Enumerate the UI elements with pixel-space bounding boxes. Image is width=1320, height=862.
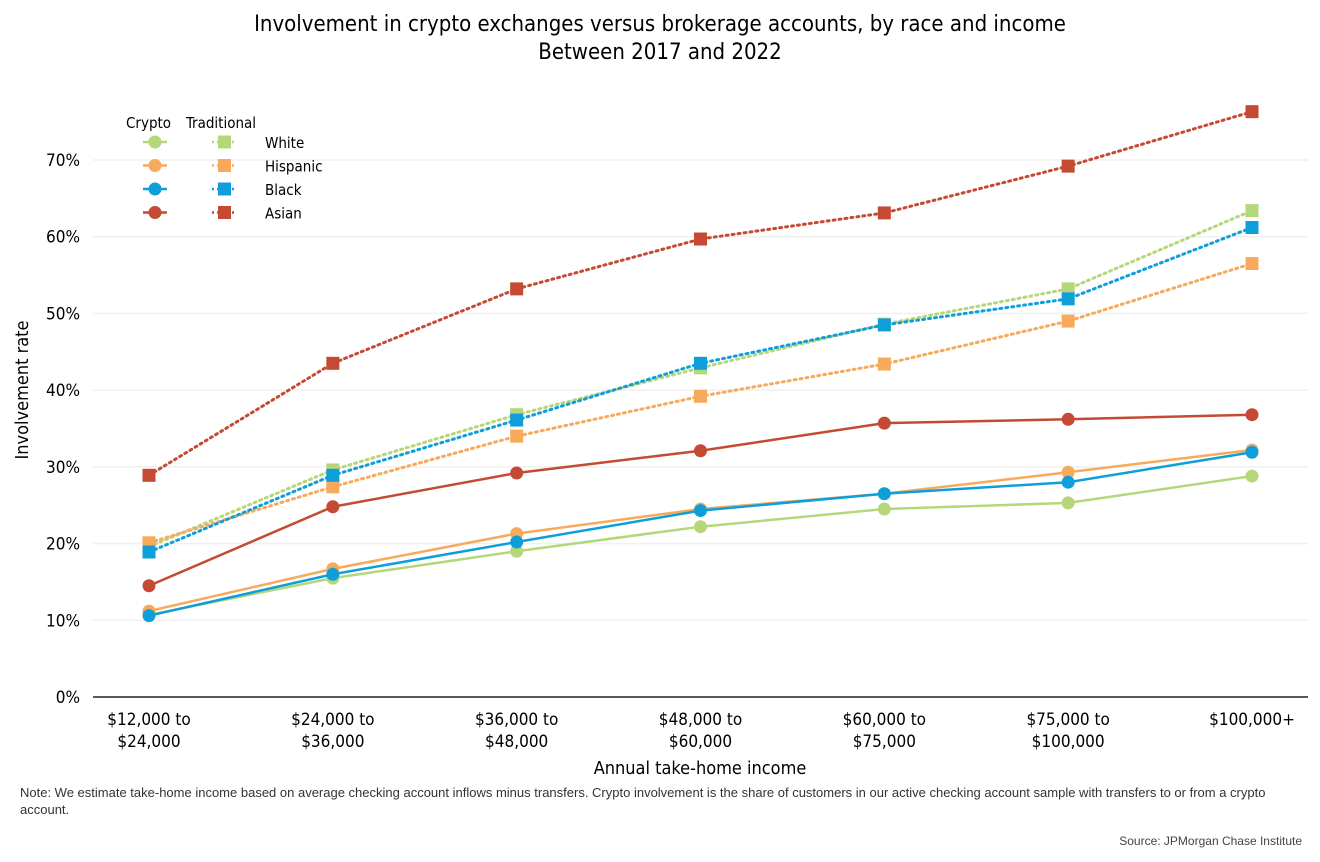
data-point bbox=[1061, 496, 1075, 510]
data-point bbox=[1061, 292, 1075, 306]
data-point bbox=[1061, 412, 1075, 426]
data-point bbox=[510, 535, 524, 549]
data-point bbox=[877, 206, 891, 220]
data-point bbox=[326, 567, 340, 581]
series-traditional-black bbox=[142, 221, 1259, 559]
data-point bbox=[1245, 469, 1259, 483]
legend-traditional-marker bbox=[218, 135, 231, 149]
data-point bbox=[326, 356, 340, 370]
legend-crypto-marker bbox=[148, 159, 162, 172]
data-point bbox=[1061, 465, 1075, 479]
data-point bbox=[1245, 408, 1259, 422]
legend-crypto-marker bbox=[148, 135, 162, 149]
y-tick-label: 20% bbox=[46, 535, 80, 555]
source: Source: JPMorgan Chase Institute bbox=[1119, 834, 1302, 848]
data-point bbox=[1061, 475, 1075, 489]
data-point bbox=[877, 502, 891, 516]
legend-crypto-marker bbox=[148, 182, 162, 196]
data-point bbox=[326, 500, 340, 514]
data-point bbox=[694, 444, 707, 458]
data-point bbox=[510, 429, 524, 443]
data-point bbox=[142, 545, 156, 559]
legend: Crypto Traditional White Hispanic Black Asi… bbox=[126, 114, 323, 223]
x-tick-label: $36,000 to $48,000 bbox=[475, 710, 558, 752]
x-tick-label: $60,000 to $75,000 bbox=[843, 710, 926, 752]
chart-title: Involvement in crypto exchanges versus b… bbox=[254, 12, 1066, 37]
data-point bbox=[1245, 257, 1259, 271]
y-tick-label: 10% bbox=[46, 611, 80, 631]
data-point bbox=[694, 520, 707, 534]
x-axis-label: Annual take-home income bbox=[594, 758, 807, 779]
legend-label: Asian bbox=[265, 205, 302, 223]
data-point bbox=[510, 413, 524, 427]
data-point bbox=[1061, 282, 1075, 296]
x-tick-label: $48,000 to $60,000 bbox=[659, 710, 742, 752]
data-point bbox=[510, 544, 524, 558]
data-point bbox=[877, 357, 891, 371]
series-line bbox=[147, 209, 1254, 549]
series-crypto-black bbox=[142, 445, 1259, 623]
data-point bbox=[1245, 105, 1259, 119]
data-point bbox=[510, 466, 524, 480]
x-tick-label: $100,000+ bbox=[1209, 710, 1295, 730]
data-point bbox=[142, 579, 156, 593]
data-point bbox=[694, 232, 707, 246]
data-point bbox=[326, 468, 340, 482]
data-point bbox=[877, 487, 891, 501]
y-tick-label: 40% bbox=[46, 381, 80, 401]
data-point bbox=[694, 356, 707, 370]
legend-traditional-marker bbox=[218, 182, 231, 196]
data-point bbox=[694, 389, 707, 403]
data-point bbox=[142, 468, 156, 482]
data-point bbox=[1245, 221, 1259, 235]
legend-label: Black bbox=[265, 181, 302, 199]
legend-label: White bbox=[265, 134, 304, 152]
legend-header-crypto: Crypto bbox=[126, 114, 171, 132]
y-axis-label: Involvement rate bbox=[12, 320, 33, 459]
series-traditional-asian bbox=[142, 105, 1259, 482]
data-point bbox=[1061, 159, 1075, 173]
series-crypto-asian bbox=[142, 408, 1259, 593]
legend-label: Hispanic bbox=[265, 158, 323, 176]
y-tick-label: 70% bbox=[46, 151, 80, 171]
data-point bbox=[326, 480, 340, 494]
y-tick-label: 50% bbox=[46, 304, 80, 324]
x-tick-label: $75,000 to $100,000 bbox=[1026, 710, 1109, 752]
legend-header-traditional: Traditional bbox=[185, 114, 256, 132]
legend-traditional-marker bbox=[218, 206, 231, 219]
data-point bbox=[1245, 445, 1259, 459]
y-tick-label: 0% bbox=[56, 688, 80, 708]
y-tick-label: 60% bbox=[46, 228, 80, 248]
data-point bbox=[877, 318, 891, 332]
footnote: Note: We estimate take-home income based… bbox=[20, 785, 1266, 817]
data-point bbox=[510, 282, 524, 296]
y-tick-label: 30% bbox=[46, 458, 80, 478]
x-tick-label: $24,000 to $36,000 bbox=[291, 710, 374, 752]
data-point bbox=[877, 416, 891, 430]
data-point bbox=[1061, 314, 1075, 328]
data-point bbox=[694, 504, 707, 518]
x-tick-label: $12,000 to $24,000 bbox=[107, 710, 190, 752]
series-line bbox=[148, 474, 1253, 617]
data-point bbox=[1245, 204, 1259, 218]
legend-traditional-marker bbox=[218, 159, 231, 172]
chart: Involvement in crypto exchanges versus b… bbox=[12, 12, 1308, 779]
chart-subtitle: Between 2017 and 2022 bbox=[538, 40, 781, 65]
data-point bbox=[142, 609, 156, 623]
legend-crypto-marker bbox=[148, 206, 162, 219]
